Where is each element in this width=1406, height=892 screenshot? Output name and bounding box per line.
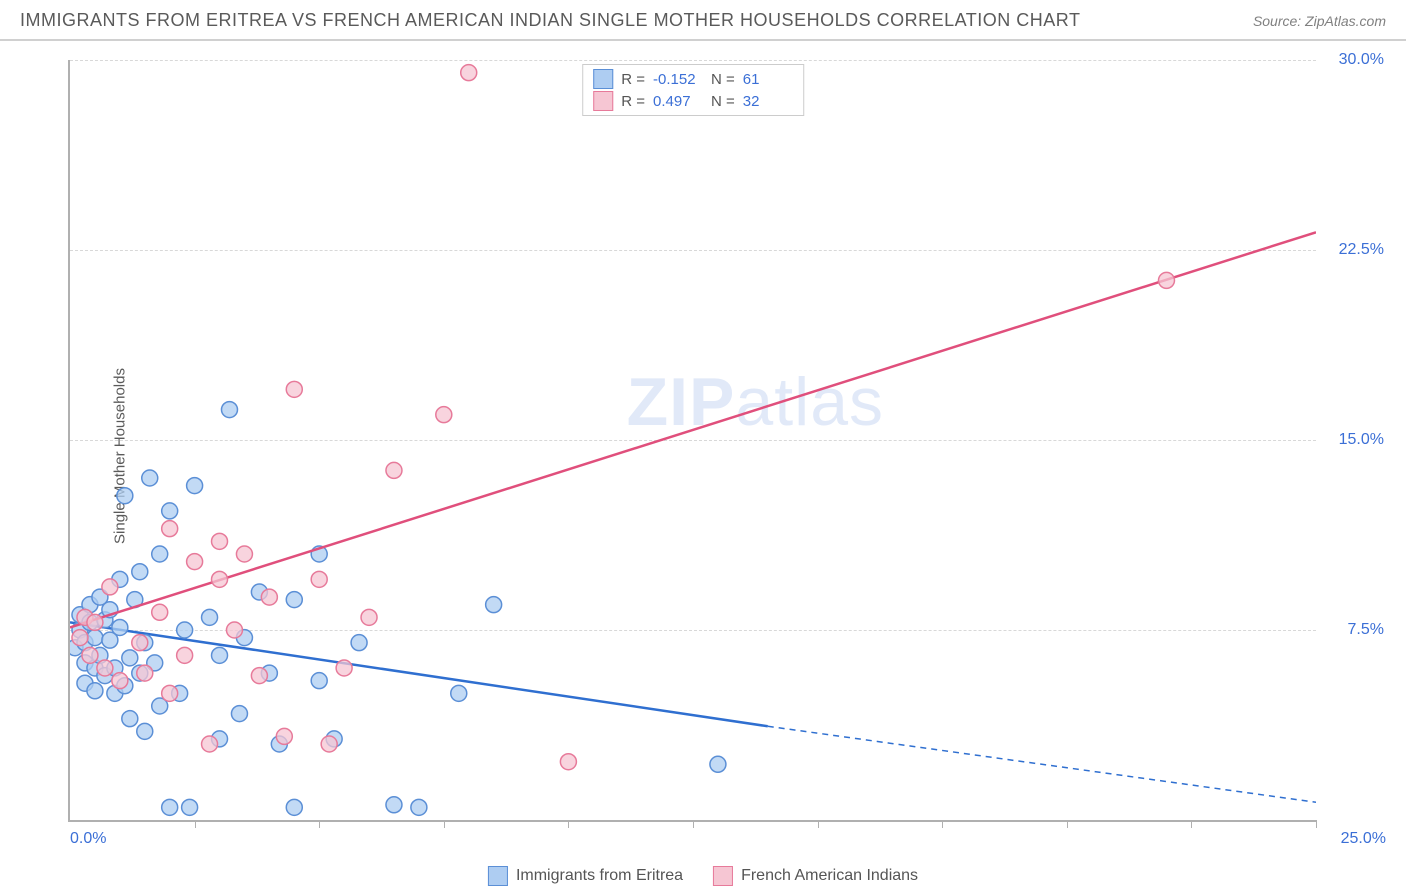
legend-row-1: R = 0.497 N = 32 (593, 91, 793, 111)
plot-area: ZIPatlas R = -0.152 N = 61 R = 0.497 N =… (68, 60, 1316, 822)
r-label-1: R = (621, 93, 645, 110)
chart-title: IMMIGRANTS FROM ERITREA VS FRENCH AMERIC… (20, 10, 1080, 31)
y-tick-label: 7.5% (1348, 621, 1384, 639)
chart-container: Single Mother Households ZIPatlas R = -0… (50, 60, 1396, 852)
n-value-1: 32 (743, 93, 793, 110)
legend-swatch-1 (593, 91, 613, 111)
r-value-1: 0.497 (653, 93, 703, 110)
n-label-0: N = (711, 71, 735, 88)
source-label: Source: (1253, 13, 1305, 29)
y-tick-label: 22.5% (1339, 241, 1384, 259)
x-tick-max: 25.0% (1341, 830, 1386, 848)
y-tick-label: 30.0% (1339, 51, 1384, 69)
correlation-legend: R = -0.152 N = 61 R = 0.497 N = 32 (582, 64, 804, 116)
legend-row-0: R = -0.152 N = 61 (593, 69, 793, 89)
legend-swatch-eritrea (488, 866, 508, 886)
legend-item-0: Immigrants from Eritrea (488, 866, 683, 886)
source-attribution: Source: ZipAtlas.com (1253, 13, 1386, 29)
legend-item-1: French American Indians (713, 866, 918, 886)
chart-header: IMMIGRANTS FROM ERITREA VS FRENCH AMERIC… (0, 0, 1406, 41)
plot-svg (70, 60, 1316, 820)
n-value-0: 61 (743, 71, 793, 88)
legend-label-1: French American Indians (741, 867, 918, 885)
series-legend: Immigrants from Eritrea French American … (488, 866, 918, 886)
y-tick-label: 15.0% (1339, 431, 1384, 449)
r-label-0: R = (621, 71, 645, 88)
legend-swatch-0 (593, 69, 613, 89)
source-name: ZipAtlas.com (1305, 13, 1386, 29)
r-value-0: -0.152 (653, 71, 703, 88)
x-tick-min: 0.0% (70, 830, 106, 848)
n-label-1: N = (711, 93, 735, 110)
legend-label-0: Immigrants from Eritrea (516, 867, 683, 885)
legend-swatch-french (713, 866, 733, 886)
